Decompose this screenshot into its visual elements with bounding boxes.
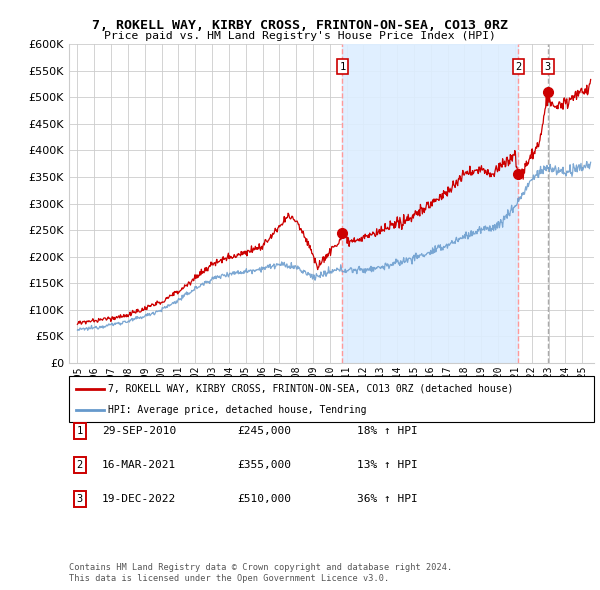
Text: HPI: Average price, detached house, Tendring: HPI: Average price, detached house, Tend…: [108, 405, 367, 415]
Bar: [343, 44, 518, 363]
Text: 36% ↑ HPI: 36% ↑ HPI: [357, 494, 418, 504]
Text: 2: 2: [77, 460, 83, 470]
Text: Contains HM Land Registry data © Crown copyright and database right 2024.: Contains HM Land Registry data © Crown c…: [69, 563, 452, 572]
Text: 19-DEC-2022: 19-DEC-2022: [102, 494, 176, 504]
Text: 3: 3: [545, 61, 551, 71]
Text: 1: 1: [340, 61, 346, 71]
Text: £355,000: £355,000: [237, 460, 291, 470]
Text: Price paid vs. HM Land Registry's House Price Index (HPI): Price paid vs. HM Land Registry's House …: [104, 31, 496, 41]
Text: This data is licensed under the Open Government Licence v3.0.: This data is licensed under the Open Gov…: [69, 573, 389, 583]
Text: £245,000: £245,000: [237, 426, 291, 435]
Text: 2: 2: [515, 61, 521, 71]
Text: 1: 1: [77, 426, 83, 435]
Text: 3: 3: [77, 494, 83, 504]
Text: 18% ↑ HPI: 18% ↑ HPI: [357, 426, 418, 435]
Text: 13% ↑ HPI: 13% ↑ HPI: [357, 460, 418, 470]
Text: 7, ROKELL WAY, KIRBY CROSS, FRINTON-ON-SEA, CO13 0RZ (detached house): 7, ROKELL WAY, KIRBY CROSS, FRINTON-ON-S…: [108, 384, 514, 394]
Text: £510,000: £510,000: [237, 494, 291, 504]
Text: 16-MAR-2021: 16-MAR-2021: [102, 460, 176, 470]
Text: 7, ROKELL WAY, KIRBY CROSS, FRINTON-ON-SEA, CO13 0RZ: 7, ROKELL WAY, KIRBY CROSS, FRINTON-ON-S…: [92, 19, 508, 32]
Text: 29-SEP-2010: 29-SEP-2010: [102, 426, 176, 435]
